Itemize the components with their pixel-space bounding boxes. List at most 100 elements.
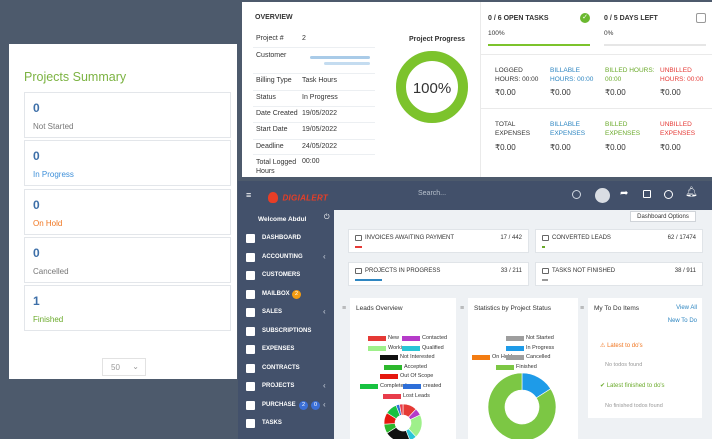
todo-panel: My To Do Items View All New To Do ⚠ Late… bbox=[588, 298, 702, 418]
summary-box[interactable]: 0 In Progress bbox=[24, 140, 231, 186]
chevron-down-icon: ⌄ bbox=[132, 362, 139, 371]
summary-box[interactable]: 1 Finished bbox=[24, 285, 231, 331]
legend-item[interactable]: Cancelled bbox=[506, 354, 550, 360]
field-divider bbox=[253, 139, 375, 140]
sidebar-item-expenses[interactable]: EXPENSES bbox=[238, 341, 334, 359]
leads-overview-title: Leads Overview bbox=[356, 305, 403, 312]
power-icon[interactable]: ⏻ bbox=[324, 214, 330, 221]
stat-card-progress bbox=[542, 279, 549, 281]
view-all-link[interactable]: View All bbox=[676, 305, 697, 311]
hours-stat-title: BILLABLE HOURS: bbox=[550, 67, 580, 83]
sidebar-item-projects[interactable]: PROJECTS ‹ bbox=[238, 378, 334, 396]
hamburger-icon[interactable]: ≡ bbox=[246, 190, 252, 200]
check-icon: ✔ bbox=[600, 383, 606, 389]
hours-stat-value: ₹0.00 bbox=[605, 88, 626, 97]
sidebar-item-accounting[interactable]: ACCOUNTING ‹ bbox=[238, 249, 334, 267]
hours-stat-value: ₹0.00 bbox=[495, 88, 516, 97]
overview-field-label: Billing Type bbox=[256, 77, 292, 84]
hours-stat-title: LOGGED HOURS: bbox=[495, 67, 523, 83]
hours-stat-label: UNBILLED HOURS: 00:00 bbox=[660, 66, 712, 84]
top-navbar: ≡ DIGIALERT Search... ➦ 🔔︎ bbox=[238, 181, 712, 210]
repeat-icon bbox=[246, 326, 255, 336]
logo[interactable]: DIGIALERT bbox=[268, 189, 328, 204]
legend-item[interactable]: Finished bbox=[496, 364, 537, 370]
drag-handle-icon[interactable]: ≡ bbox=[460, 305, 465, 312]
legend-swatch bbox=[380, 354, 398, 360]
sidebar-item-customers[interactable]: CUSTOMERS bbox=[238, 267, 334, 285]
stat-card[interactable]: INVOICES AWAITING PAYMENT 17 / 442 bbox=[348, 229, 529, 253]
legend-item[interactable]: Accepted bbox=[384, 364, 427, 370]
legend-item[interactable]: Qualified bbox=[402, 345, 444, 351]
hours-stat-label: LOGGED HOURS: 00:00 bbox=[495, 66, 547, 84]
pie-slice[interactable] bbox=[487, 372, 557, 439]
bell-icon[interactable]: 🔔︎ bbox=[685, 187, 698, 198]
hours-stat-time: 00:00 bbox=[577, 76, 594, 83]
sidebar-item-purchase[interactable]: PURCHASE 2 0 ‹ bbox=[238, 397, 334, 415]
expense-stat-subtitle: EXPENSES bbox=[550, 130, 586, 137]
hours-stat-time: 00:00 bbox=[605, 76, 622, 83]
stat-card-count: 33 / 211 bbox=[500, 268, 522, 274]
projects-summary-panel: Projects Summary 0 Not Started 0 In Progres… bbox=[9, 44, 237, 379]
per-page-select[interactable]: 50 ⌄ bbox=[102, 358, 146, 376]
summary-box[interactable]: 0 Not Started bbox=[24, 92, 231, 138]
legend-item[interactable]: New bbox=[368, 335, 399, 341]
stat-card[interactable]: TASKS NOT FINISHED 38 / 911 bbox=[535, 262, 703, 286]
hours-stat-time: 00:00 bbox=[687, 76, 704, 83]
drag-handle-icon[interactable]: ≡ bbox=[342, 305, 347, 312]
project-status-title: Statistics by Project Status bbox=[474, 305, 551, 312]
user-icon bbox=[246, 271, 255, 280]
legend-item[interactable]: Contacted bbox=[402, 335, 447, 341]
legend-item[interactable]: Not Started bbox=[506, 335, 554, 341]
expense-stat-value: ₹0.00 bbox=[495, 143, 516, 152]
latest-todos-label: Latest to do's bbox=[607, 343, 643, 349]
avatar[interactable] bbox=[595, 188, 610, 203]
hours-stat-title: UNBILLED HOURS: bbox=[660, 67, 692, 83]
envelope-icon bbox=[246, 289, 255, 299]
legend-item[interactable]: Completed bbox=[360, 383, 407, 389]
clock-icon[interactable] bbox=[664, 190, 673, 199]
sidebar-item-tasks[interactable]: TASKS bbox=[238, 415, 334, 433]
summary-box[interactable]: 0 On Hold bbox=[24, 189, 231, 235]
dollar-icon bbox=[246, 252, 255, 262]
stat-card-progress bbox=[355, 246, 362, 248]
legend-label: Out Of Scope bbox=[400, 373, 434, 379]
sidebar-item-mailbox[interactable]: MAILBOX 2 bbox=[238, 286, 334, 304]
search-input[interactable]: Search... bbox=[418, 190, 447, 197]
balance-icon bbox=[246, 308, 255, 317]
sidebar-item-dashboard[interactable]: DASHBOARD bbox=[238, 230, 334, 248]
hours-stat-value: ₹0.00 bbox=[550, 88, 571, 97]
expense-stat-subtitle: EXPENSES bbox=[495, 130, 531, 137]
expense-stat-value: ₹0.00 bbox=[660, 143, 681, 152]
days-percent: 0% bbox=[604, 30, 614, 37]
sidebar-item-contracts[interactable]: CONTRACTS bbox=[238, 360, 334, 378]
legend-item[interactable]: In Progress bbox=[506, 345, 554, 351]
legend-item[interactable]: Not Interested bbox=[380, 354, 435, 360]
stat-card-title: TASKS NOT FINISHED bbox=[552, 268, 616, 274]
legend-item[interactable]: created bbox=[403, 383, 441, 389]
sidebar-item-sales[interactable]: SALES ‹ bbox=[238, 304, 334, 322]
stat-card[interactable]: CONVERTED LEADS 62 / 17474 bbox=[535, 229, 703, 253]
drag-handle-icon[interactable]: ≡ bbox=[580, 305, 585, 312]
pie-slice[interactable] bbox=[399, 403, 404, 416]
dashboard-options-button[interactable]: Dashboard Options bbox=[630, 211, 696, 222]
checklist-icon[interactable] bbox=[643, 190, 651, 198]
legend-swatch bbox=[384, 364, 402, 370]
sidebar-item-subscriptions[interactable]: SUBSCRIPTIONS bbox=[238, 323, 334, 341]
invoice-icon bbox=[355, 235, 362, 241]
stat-card[interactable]: PROJECTS IN PROGRESS 33 / 211 bbox=[348, 262, 529, 286]
search-icon[interactable] bbox=[572, 190, 581, 199]
legend-item[interactable]: Out Of Scope bbox=[380, 373, 433, 379]
progress-value: 100% bbox=[412, 80, 452, 97]
legend-swatch bbox=[506, 354, 524, 360]
sidebar: Welcome Abdul ⏻ DASHBOARD ACCOUNTING ‹ CUST… bbox=[238, 210, 334, 439]
stats-hdivider bbox=[480, 108, 712, 109]
overview-field-label: Status bbox=[256, 94, 276, 101]
share-icon[interactable]: ➦ bbox=[620, 188, 629, 199]
bars-icon bbox=[246, 382, 255, 391]
new-todo-link[interactable]: New To Do bbox=[667, 318, 697, 324]
legend-item[interactable]: On Hold bbox=[472, 354, 512, 360]
tasks-percent: 100% bbox=[488, 30, 505, 37]
legend-item[interactable]: Lost Leads bbox=[383, 393, 430, 399]
legend-item[interactable]: Working bbox=[368, 345, 408, 351]
summary-box[interactable]: 0 Cancelled bbox=[24, 237, 231, 283]
